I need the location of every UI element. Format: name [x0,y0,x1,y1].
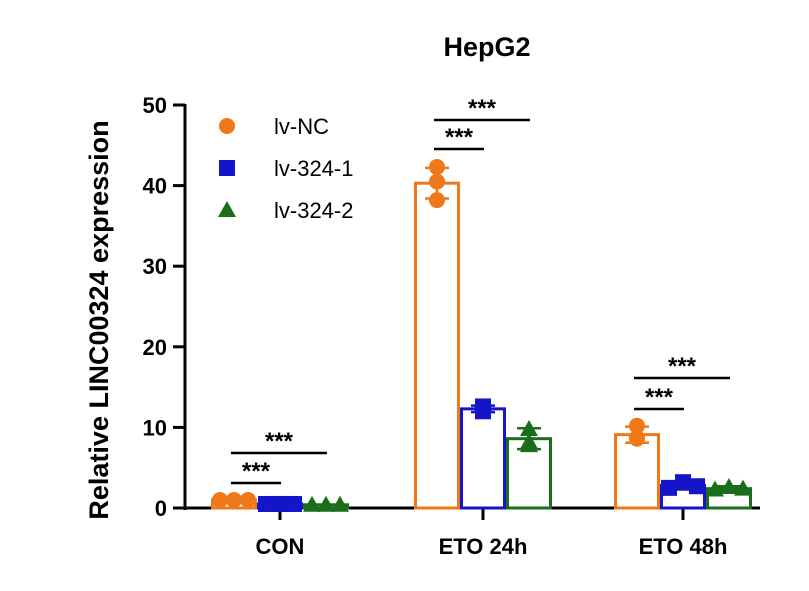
data-point [429,159,445,176]
bar [414,181,460,510]
bar [614,433,660,510]
legend-item: lv-NC [219,114,329,139]
significance-brackets: ****************** [231,95,730,485]
significance-label: *** [242,458,271,485]
y-tick-label: 0 [155,496,167,521]
y-tick-label: 50 [143,93,167,118]
legend-label: lv-NC [274,114,329,139]
data-point [212,491,228,508]
data-point [520,420,538,437]
data-point [475,400,491,417]
data-point [258,495,274,512]
legend-item: lv-324-1 [219,156,353,181]
data-point [661,479,677,496]
data-point [226,491,242,508]
y-tick-label: 30 [143,254,167,279]
x-tick-label: ETO 48h [639,534,728,559]
x-tick-label: ETO 24h [439,534,528,559]
data-point [317,495,335,512]
legend-label: lv-324-1 [274,156,353,181]
data-point [331,495,349,512]
y-tick-label: 10 [143,415,167,440]
data-point [734,479,752,496]
data-point [286,495,302,512]
significance-label: *** [645,384,674,411]
bars [211,181,752,510]
significance-label: *** [668,353,697,380]
data-point [303,495,321,512]
data-point [629,417,645,434]
legend-item: lv-324-2 [218,198,353,223]
bar [506,437,552,510]
legend-label: lv-324-2 [274,198,353,223]
data-point [272,495,288,512]
y-tick-label: 20 [143,335,167,360]
data-point [629,429,645,446]
data-point [218,201,236,217]
data-point [219,118,235,134]
significance-label: *** [468,95,497,122]
data-point [675,474,691,491]
significance-label: *** [445,124,474,151]
data-point [706,480,724,497]
y-axis-label: Relative LINC00324 expression [84,120,114,519]
data-point [689,478,705,495]
data-point [720,478,738,495]
data-point [520,436,538,453]
x-tick-label: CON [256,534,305,559]
data-point [240,491,256,508]
data-point [219,160,235,176]
significance-label: *** [265,428,294,455]
data-points [212,159,752,512]
bar [460,407,506,510]
data-point [429,192,445,209]
data-point [429,173,445,190]
chart-title: HepG2 [443,32,530,62]
y-tick-label: 40 [143,174,167,199]
legend: lv-NC lv-324-1 lv-324-2 [218,114,353,223]
